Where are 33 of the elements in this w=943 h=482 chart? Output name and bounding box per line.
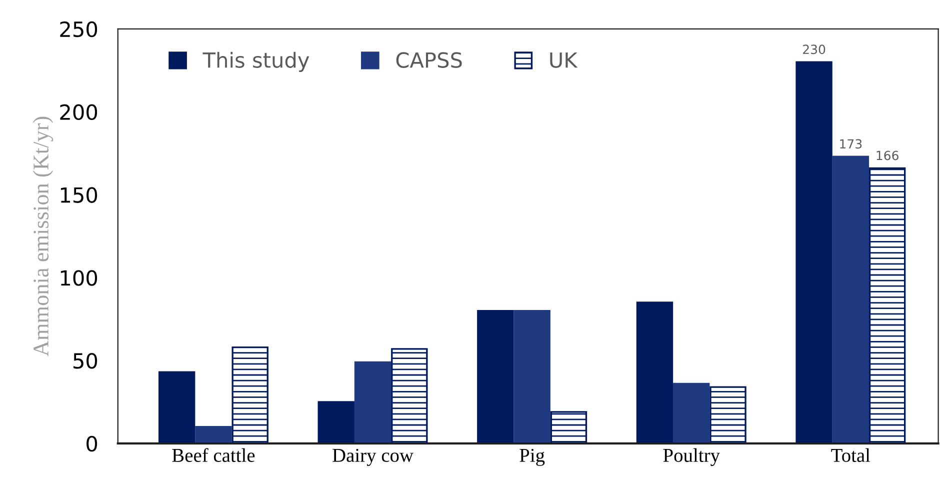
bar (195, 426, 232, 444)
bar (710, 386, 746, 444)
bar (391, 348, 428, 444)
bar (354, 361, 392, 444)
bar (832, 156, 870, 444)
bar (550, 411, 588, 444)
bar (514, 310, 550, 444)
x-tick-label: Beef cattle (172, 448, 255, 462)
legend-label: CAPSS (396, 52, 462, 68)
bar (868, 167, 906, 444)
y-axis-title: Ammonia emission (Kt/yr) (32, 116, 54, 356)
y-tick-label: 100 (60, 270, 98, 286)
y-tick-label: 150 (60, 187, 98, 203)
bar (796, 61, 832, 444)
y-tick-label: 0 (86, 436, 98, 452)
x-tick-label: Dairy cow (332, 448, 414, 466)
y-tick-label: 250 (60, 21, 98, 38)
legend-label: This study (202, 52, 310, 72)
data-label: 230 (803, 44, 826, 54)
bar (158, 371, 196, 444)
bar (318, 401, 354, 444)
data-label: 166 (876, 150, 898, 160)
y-tick-label: 50 (74, 352, 98, 369)
y-tick-label: 200 (60, 104, 98, 120)
bar (636, 302, 674, 444)
legend-label: UK (550, 52, 578, 68)
x-tick-label: Pig (520, 448, 545, 466)
x-tick-label: Total (831, 448, 870, 462)
data-label: 173 (840, 139, 862, 149)
bar (232, 346, 268, 444)
bar (477, 310, 514, 444)
bar (673, 382, 710, 444)
x-tick-label: Poultry (663, 448, 720, 466)
